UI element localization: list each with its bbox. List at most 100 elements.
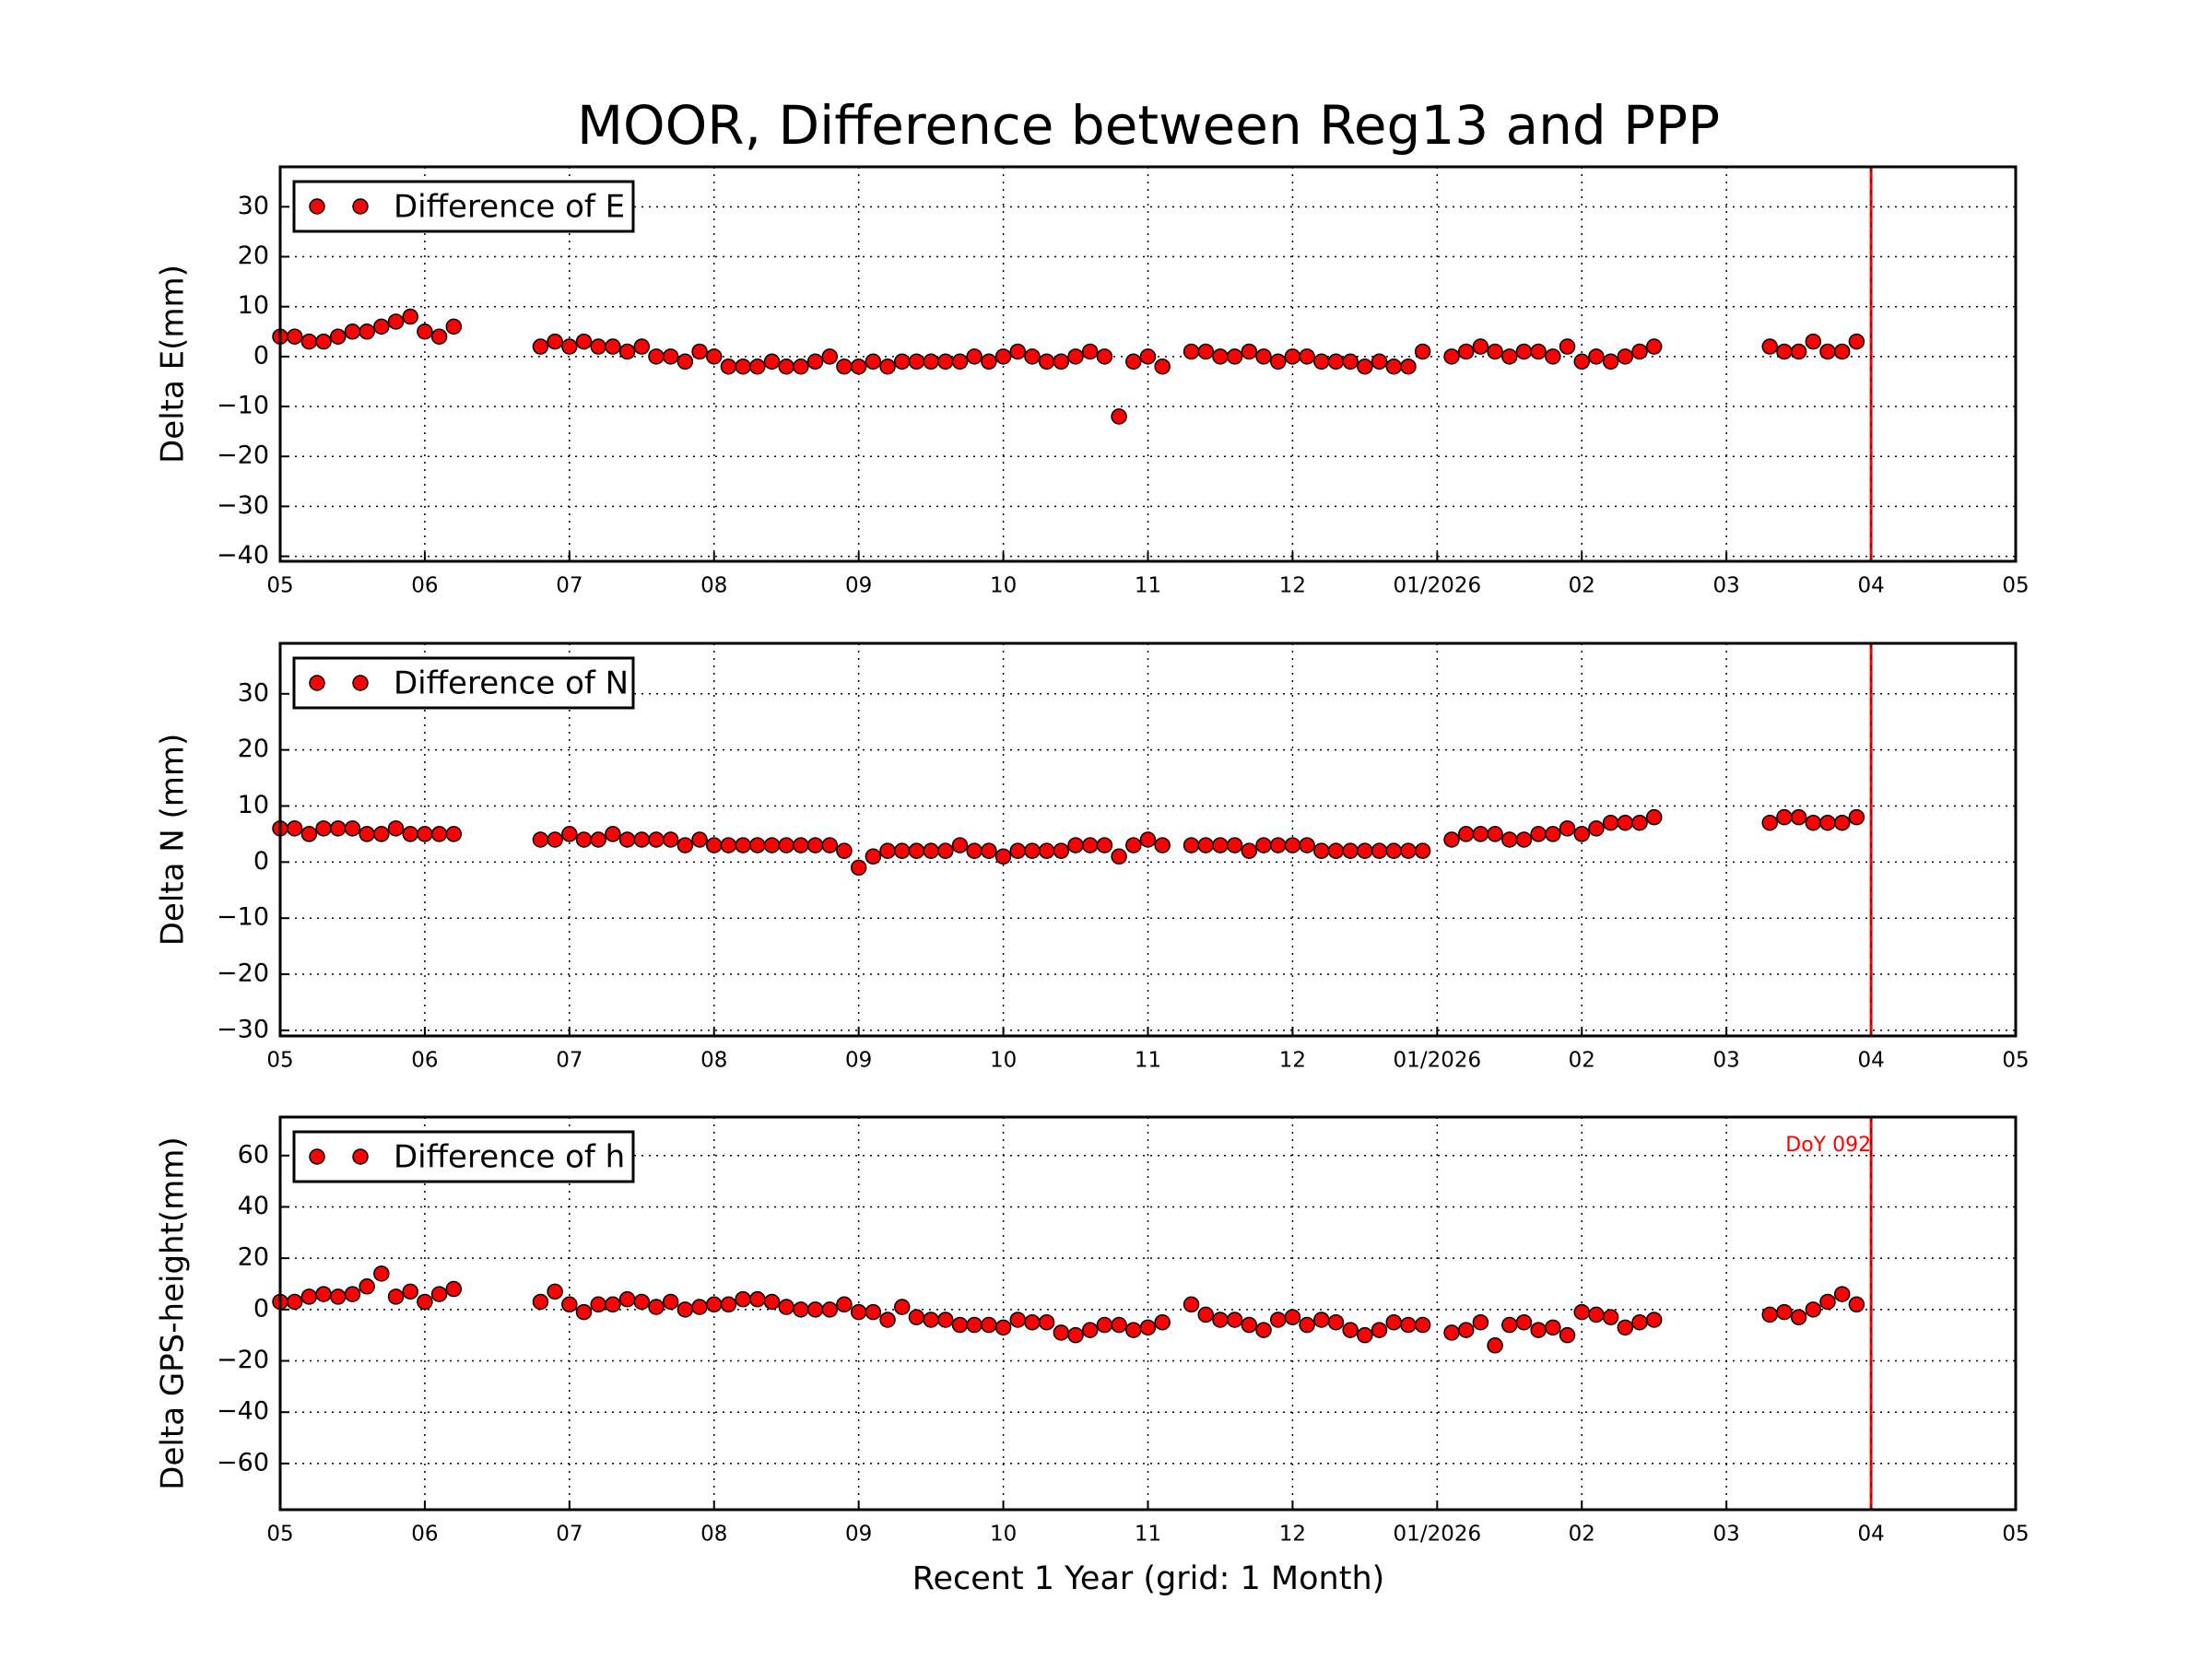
data-point [749, 358, 766, 375]
legend-marker [352, 675, 369, 691]
plot-frame [278, 641, 2018, 1038]
data-point [300, 826, 318, 842]
x-tick-label: 03 [1713, 574, 1740, 598]
legend-label: Difference of h [394, 1139, 625, 1176]
data-point [981, 353, 997, 371]
data-point [937, 842, 954, 859]
data-point [1559, 338, 1576, 355]
data-point [951, 837, 969, 853]
data-point [836, 842, 853, 859]
x-tick-label: 11 [1135, 1049, 1161, 1073]
data-point [691, 1299, 708, 1315]
data-point [1776, 808, 1793, 826]
data-point [1761, 338, 1778, 355]
x-tick-label: 09 [845, 1049, 872, 1073]
data-point [1139, 348, 1157, 365]
x-tick-label: 01/2026 [1394, 574, 1482, 598]
data-point [633, 831, 651, 848]
data-point [1414, 1316, 1431, 1334]
data-point [1631, 814, 1648, 831]
data-point [286, 1293, 303, 1311]
data-point [1182, 837, 1200, 853]
y-tick-label: 20 [238, 1243, 269, 1272]
data-point [662, 831, 679, 848]
data-point [430, 328, 448, 345]
y-tick-label: −40 [217, 541, 269, 570]
data-point [373, 318, 390, 335]
data-point [836, 1296, 853, 1313]
data-point [330, 820, 347, 837]
data-point [735, 1290, 751, 1308]
data-point [1212, 837, 1229, 853]
legend-box [292, 180, 635, 233]
data-point [1371, 353, 1388, 371]
data-point [1197, 343, 1215, 360]
data-point [1327, 353, 1345, 371]
data-point [994, 348, 1012, 365]
data-point [1139, 831, 1157, 848]
data-point [1472, 1313, 1489, 1331]
data-point [1038, 842, 1055, 859]
data-point [1443, 348, 1460, 365]
data-point [1819, 1293, 1836, 1311]
data-point [1053, 842, 1070, 859]
data-point [359, 826, 375, 842]
data-point [1371, 1322, 1388, 1338]
y-tick-label: −20 [217, 1346, 269, 1374]
data-point [981, 842, 997, 859]
x-tick-label: 12 [1279, 574, 1306, 598]
data-point [590, 831, 606, 848]
data-point [1573, 826, 1590, 842]
data-point [1241, 842, 1258, 859]
data-point [590, 338, 606, 355]
data-point [430, 826, 448, 842]
data-point [1776, 343, 1793, 360]
x-tick-label: 04 [1857, 1049, 1884, 1073]
x-tick-label: 08 [700, 1049, 727, 1073]
data-point [330, 328, 347, 345]
x-tick-label: 11 [1135, 574, 1161, 598]
data-point [1182, 343, 1200, 360]
data-point [1226, 348, 1243, 365]
data-point [402, 826, 418, 842]
data-point [315, 820, 332, 837]
x-tick-label: 10 [990, 574, 1017, 598]
data-point [1617, 348, 1634, 365]
data-point [445, 826, 463, 842]
data-point [1081, 837, 1099, 853]
data-point [1226, 1312, 1243, 1328]
data-point [706, 837, 723, 853]
data-point [1096, 348, 1113, 365]
data-point [1457, 1322, 1475, 1338]
data-point [1848, 333, 1865, 350]
x-tick-label: 07 [556, 1049, 582, 1073]
y-tick-label: 0 [253, 341, 269, 370]
x-tick-label: 12 [1279, 1523, 1306, 1547]
data-point [402, 1283, 418, 1300]
data-point [865, 848, 882, 865]
x-tick-label: 07 [556, 1523, 582, 1547]
data-point [387, 313, 405, 330]
y-tick-label: −10 [217, 392, 269, 420]
data-point [966, 348, 982, 365]
data-point [923, 353, 939, 371]
data-point [1848, 808, 1865, 826]
x-tick-label: 09 [845, 574, 872, 598]
data-point [417, 324, 433, 340]
data-point [1631, 343, 1648, 360]
data-point [1487, 1337, 1503, 1354]
legend-label: Difference of N [394, 665, 629, 702]
data-point [561, 826, 578, 842]
data-point [662, 348, 679, 365]
data-point [1545, 826, 1561, 842]
data-point [1125, 353, 1142, 371]
data-point [951, 1316, 969, 1334]
data-point [402, 308, 418, 325]
data-point [691, 831, 708, 848]
data-point [1573, 1303, 1590, 1321]
data-point [1067, 348, 1084, 365]
data-point [850, 859, 867, 877]
data-point [387, 1288, 405, 1305]
y-axis-label: Delta N (mm) [155, 734, 192, 947]
legend-marker [352, 1148, 369, 1165]
